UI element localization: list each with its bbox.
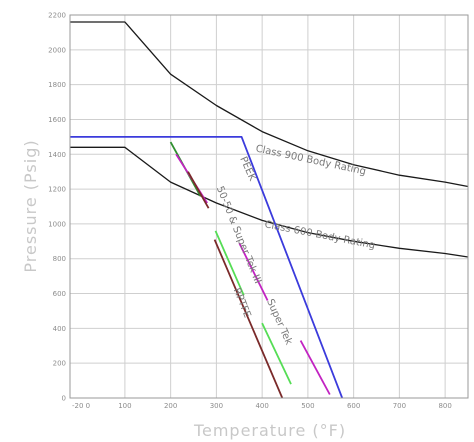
- x-axis-title: Temperature (°F): [193, 421, 346, 440]
- series-line-50-50-super-tek-iii: [214, 230, 245, 296]
- x-tick-label: 400: [255, 402, 268, 410]
- series-line-super-tek: [261, 322, 292, 385]
- x-tick-label: 500: [301, 402, 314, 410]
- y-tick-label: 800: [53, 255, 66, 263]
- y-tick-label: 1000: [48, 220, 66, 228]
- annotation-label: 50-50 & Super Tek III: [214, 185, 263, 286]
- x-tick-label: 300: [210, 402, 223, 410]
- x-tick-label: 800: [438, 402, 451, 410]
- y-tick-label: 200: [53, 360, 66, 368]
- x-tick-label: 100: [118, 402, 131, 410]
- x-tick-label: 600: [347, 402, 360, 410]
- series-line-peek: [70, 135, 344, 399]
- series-line-material: [187, 171, 210, 209]
- y-axis-title: Pressure (Psig): [21, 139, 40, 272]
- y-tick-label: 1600: [48, 116, 66, 124]
- y-tick-label: 1200: [48, 186, 66, 194]
- plot-frame: [69, 14, 469, 399]
- annotation-label: RPTFE: [231, 287, 253, 320]
- x-tick-label: -20 0: [72, 402, 90, 410]
- series-line-rptfe: [213, 239, 284, 399]
- series-line-class-900-body-rating: [70, 21, 469, 188]
- x-tick-label: 200: [164, 402, 177, 410]
- y-tick-label: 1400: [48, 151, 66, 159]
- series-line-class-600-body-rating: [70, 146, 469, 258]
- y-tick-label: 600: [53, 290, 66, 298]
- y-tick-label: 0: [62, 395, 66, 403]
- series-line-material: [299, 340, 331, 395]
- series-layer: [70, 21, 469, 399]
- x-tick-label: 700: [393, 402, 406, 410]
- y-tick-label: 2200: [48, 12, 66, 20]
- y-tick-label: 1800: [48, 81, 66, 89]
- series-line-material: [238, 242, 269, 301]
- annotation-label: Super Tek: [264, 298, 294, 347]
- y-tick-label: 2000: [48, 46, 66, 54]
- annotation-label: Class 900 Body Rating: [255, 143, 367, 177]
- tick-layer: -20 0 100 200 300 400 500 600 700 800 0 200 400 600 8…: [48, 12, 452, 411]
- y-tick-label: 400: [53, 325, 66, 333]
- grid-layer: [69, 14, 468, 399]
